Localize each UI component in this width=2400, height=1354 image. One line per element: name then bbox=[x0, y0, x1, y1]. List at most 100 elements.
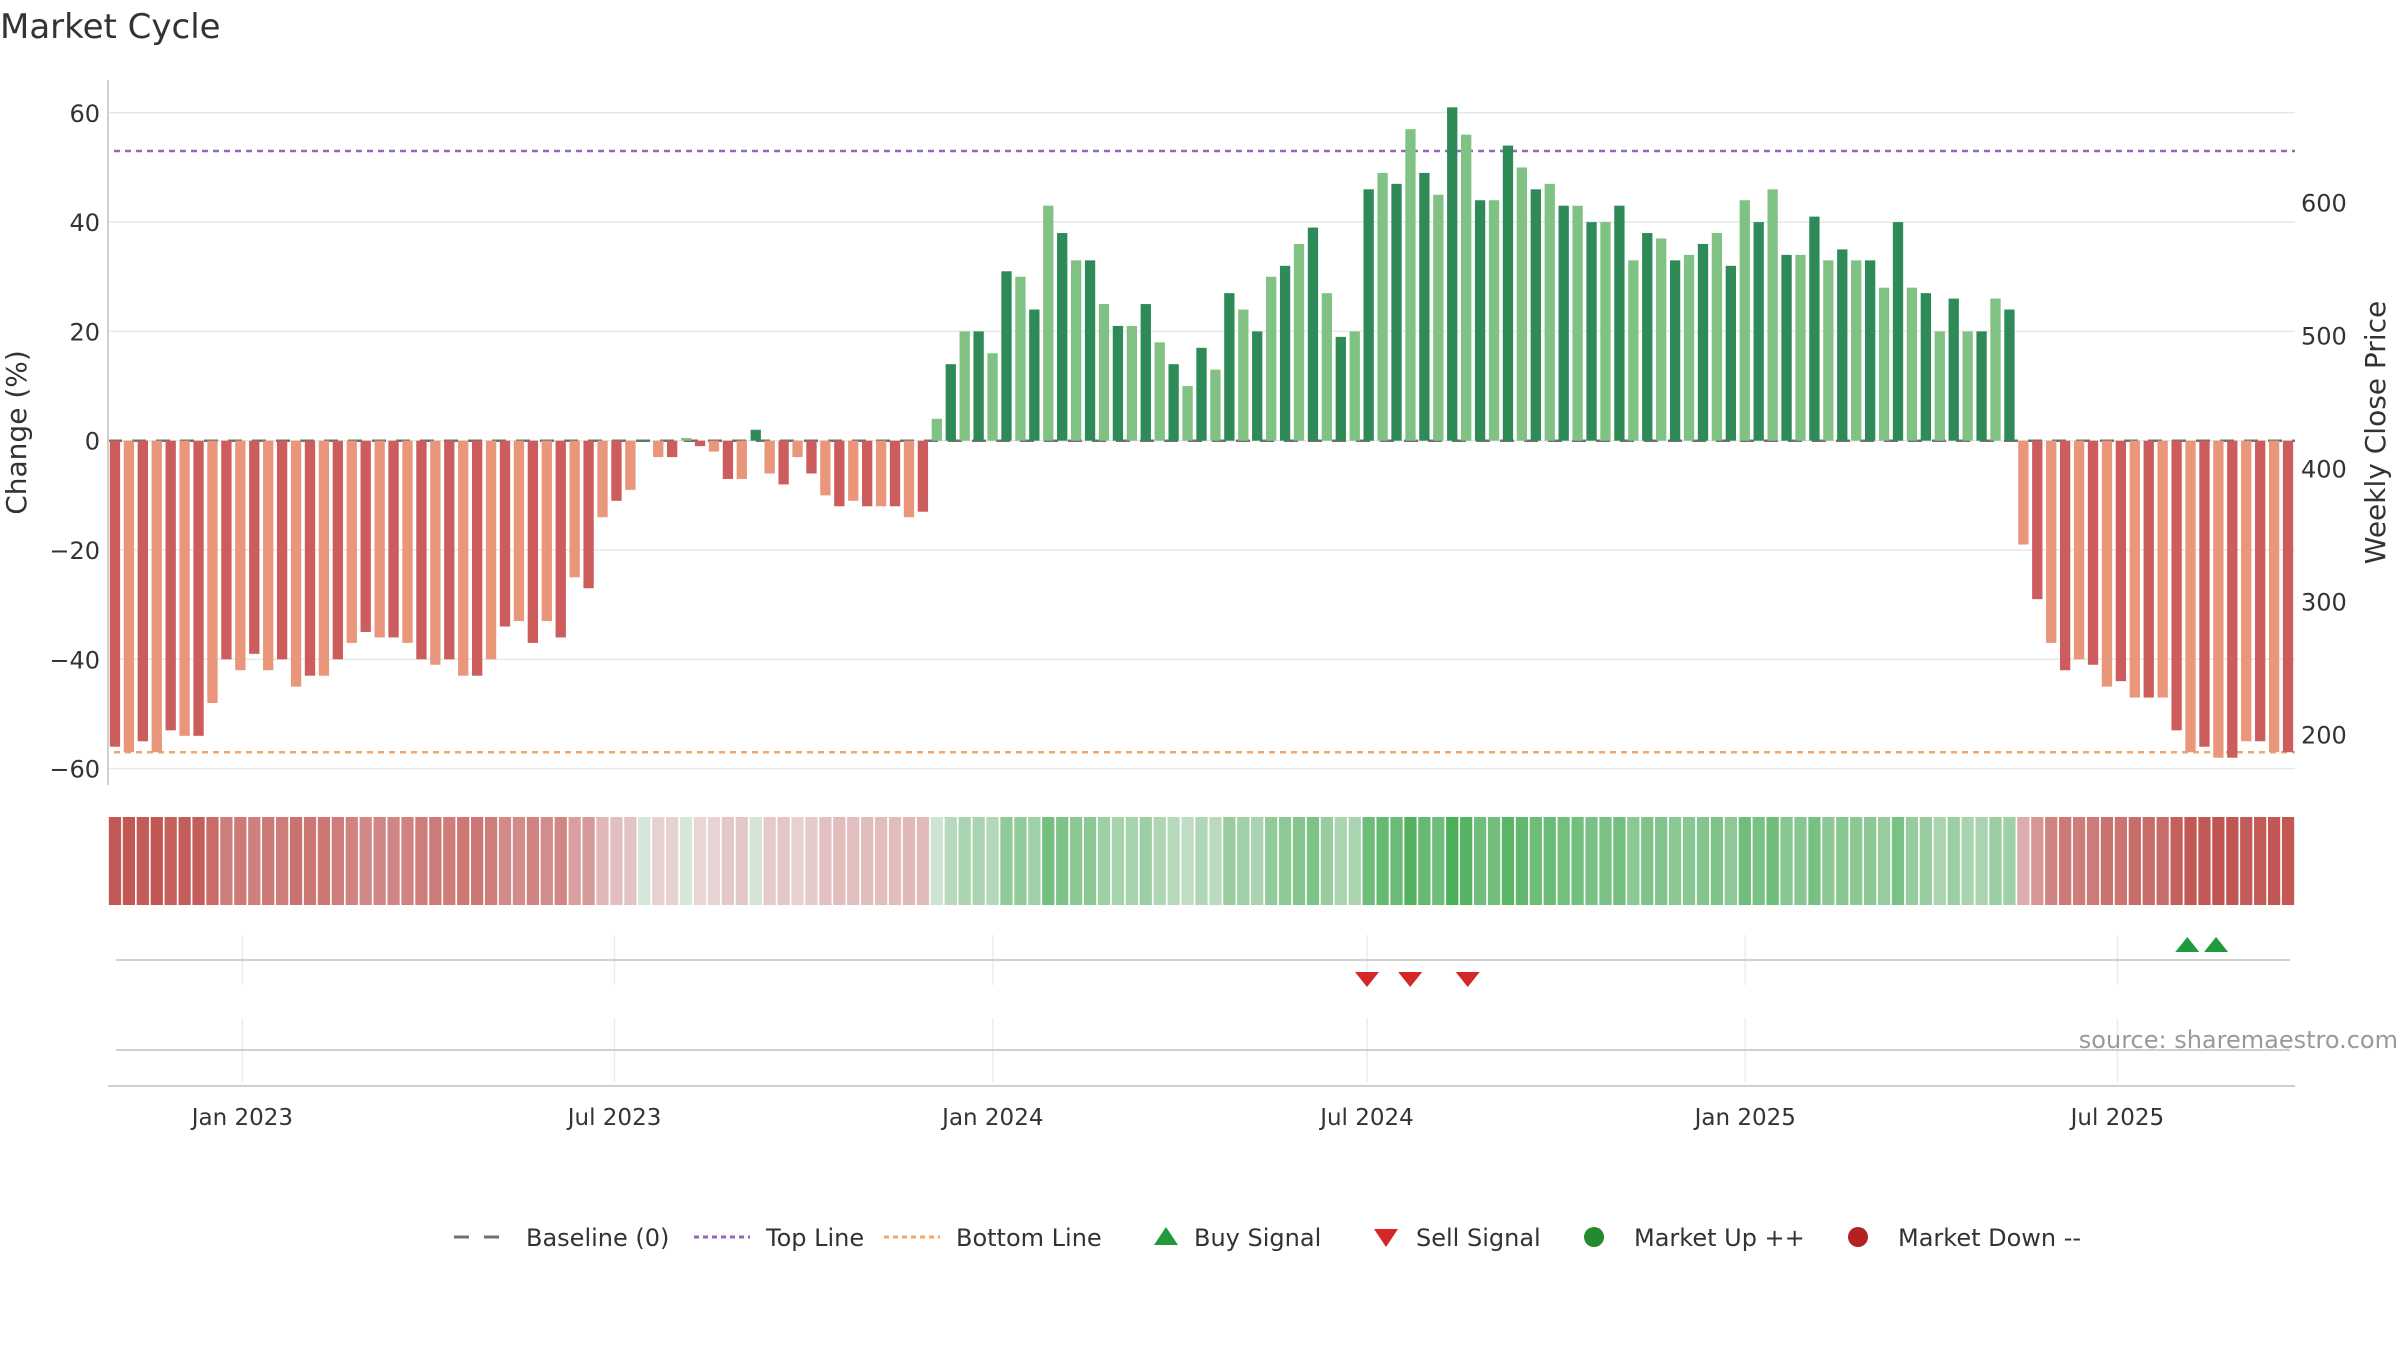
bar bbox=[1377, 172, 1388, 441]
heat-cell bbox=[582, 817, 595, 905]
bar bbox=[1809, 216, 1820, 441]
heat-cell bbox=[791, 817, 804, 905]
bar bbox=[1335, 336, 1346, 441]
heat-cell bbox=[2240, 817, 2253, 905]
heat-cell bbox=[1432, 817, 1445, 905]
heat-cell bbox=[443, 817, 456, 905]
heat-cell bbox=[2184, 817, 2197, 905]
bar bbox=[318, 440, 330, 676]
sell-signal-marker bbox=[1354, 972, 1379, 987]
bar bbox=[1600, 222, 1611, 441]
heat-cell bbox=[136, 817, 149, 905]
heat-cell bbox=[1780, 817, 1793, 905]
bar bbox=[583, 440, 594, 589]
bar bbox=[235, 440, 246, 671]
heat-cell bbox=[1292, 817, 1306, 905]
bar bbox=[736, 440, 747, 479]
bar bbox=[221, 440, 232, 660]
heat-cell bbox=[2281, 817, 2295, 905]
heat-cell bbox=[1014, 817, 1027, 905]
legend-label: Market Up ++ bbox=[1634, 1224, 1805, 1252]
x-axis-ticks: Jan 2023 Jul 2023 Jan 2024 Jul 2024 Jan 2025… bbox=[190, 1105, 2164, 1131]
bar bbox=[2185, 440, 2196, 753]
heat-cell bbox=[1822, 817, 1835, 905]
heat-cell bbox=[498, 817, 512, 905]
bar bbox=[889, 440, 901, 507]
bar bbox=[1461, 134, 1472, 441]
heat-cell bbox=[1362, 817, 1375, 905]
heat-cell bbox=[1209, 817, 1222, 905]
heat-cell bbox=[429, 817, 442, 905]
heat-cell bbox=[275, 817, 289, 905]
bar bbox=[109, 440, 121, 747]
bar bbox=[1586, 222, 1597, 441]
bar bbox=[1015, 276, 1026, 441]
bar bbox=[541, 440, 552, 622]
heat-cell bbox=[1641, 817, 1654, 905]
bar bbox=[1878, 287, 1890, 441]
y2-axis-ticks: 200 300 400 500 600 bbox=[2301, 189, 2347, 749]
heat-cell bbox=[234, 817, 247, 905]
bar bbox=[1043, 205, 1054, 441]
heat-cell bbox=[1167, 817, 1180, 905]
heat-cell bbox=[1473, 817, 1487, 905]
bar bbox=[346, 440, 357, 643]
heat-cell bbox=[484, 817, 498, 905]
heat-cell bbox=[1933, 817, 1946, 905]
bar bbox=[1753, 222, 1764, 441]
bar bbox=[151, 440, 162, 753]
bar bbox=[1405, 129, 1416, 441]
bar bbox=[694, 440, 706, 447]
heat-cell bbox=[624, 817, 637, 905]
heat-cell bbox=[763, 817, 776, 905]
heat-cell bbox=[303, 817, 317, 905]
x-tick-label: Jan 2023 bbox=[190, 1105, 293, 1131]
bar bbox=[290, 440, 302, 687]
heat-cell bbox=[1515, 817, 1529, 905]
bar bbox=[458, 440, 469, 676]
heat-cell bbox=[540, 817, 553, 905]
heat-cell bbox=[986, 817, 999, 905]
heat-cell bbox=[1794, 817, 1807, 905]
heat-cell bbox=[819, 817, 832, 905]
bar bbox=[848, 440, 859, 501]
bar bbox=[1614, 205, 1625, 441]
legend-item: Sell Signal bbox=[1374, 1224, 1541, 1252]
heat-cell bbox=[861, 817, 874, 905]
heat-cell bbox=[1446, 817, 1459, 905]
heat-cell bbox=[220, 817, 233, 905]
heat-cell bbox=[679, 817, 693, 905]
bar bbox=[1279, 265, 1291, 441]
legend-item: Market Down -- bbox=[1848, 1224, 2081, 1252]
bar-series bbox=[109, 107, 2294, 758]
heat-cell bbox=[902, 817, 916, 905]
bar bbox=[1349, 331, 1360, 441]
bar bbox=[1252, 331, 1263, 441]
heat-cell bbox=[847, 817, 860, 905]
legend-label: Market Down -- bbox=[1898, 1224, 2081, 1252]
bar bbox=[1001, 271, 1012, 441]
heat-cell bbox=[930, 817, 943, 905]
heat-cell bbox=[1139, 817, 1152, 905]
bar bbox=[2073, 440, 2085, 660]
bar bbox=[1210, 369, 1221, 441]
legend-item: Top Line bbox=[694, 1224, 864, 1252]
heat-cell bbox=[206, 817, 219, 905]
bar bbox=[2143, 440, 2154, 698]
legend: Baseline (0) Top Line Bottom Line Buy Signa… bbox=[454, 1224, 2081, 1252]
heat-cell bbox=[2017, 817, 2030, 905]
bar bbox=[1725, 265, 1736, 441]
bar bbox=[1029, 309, 1040, 441]
x-tick-label: Jul 2024 bbox=[1318, 1105, 1414, 1131]
heat-cell bbox=[2072, 817, 2086, 905]
heat-cell bbox=[1348, 817, 1361, 905]
bar bbox=[1488, 200, 1500, 441]
bar bbox=[1391, 183, 1402, 441]
y-axis-ticks: −60 −40 −20 0 20 40 60 bbox=[49, 100, 100, 784]
bar bbox=[2018, 440, 2029, 545]
heat-cell bbox=[1850, 817, 1863, 905]
bar bbox=[304, 440, 316, 676]
bar bbox=[137, 440, 148, 742]
legend-triangle-up-icon bbox=[1154, 1227, 1178, 1245]
bar bbox=[653, 440, 664, 458]
